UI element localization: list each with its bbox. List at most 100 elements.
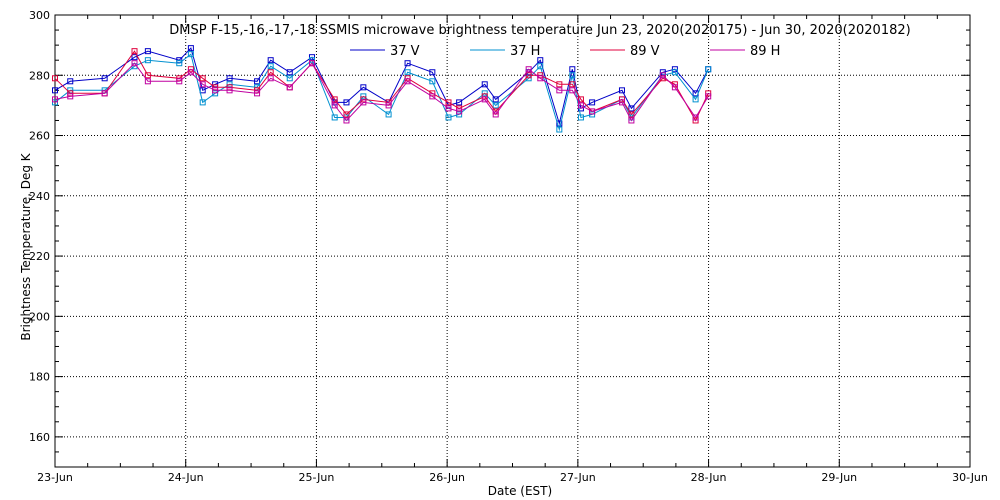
data-point — [537, 57, 544, 64]
data-point — [492, 96, 499, 103]
x-tick-label: 25-Jun — [299, 471, 335, 484]
data-point — [176, 78, 183, 85]
data-point — [267, 63, 274, 70]
data-point — [187, 45, 194, 52]
y-tick-label: 260 — [29, 130, 50, 143]
data-point — [187, 51, 194, 58]
data-point — [52, 96, 58, 103]
data-point — [404, 78, 411, 85]
data-point — [331, 96, 338, 103]
data-point — [131, 48, 138, 55]
data-point — [456, 108, 463, 115]
data-point — [404, 69, 411, 76]
data-point — [187, 69, 194, 76]
x-tick-label: 29-Jun — [821, 471, 857, 484]
data-point — [67, 78, 74, 85]
data-point — [212, 90, 219, 97]
data-point — [659, 72, 666, 79]
data-point — [705, 66, 712, 73]
data-point — [577, 96, 584, 103]
x-axis-title: Date (EST) — [488, 484, 552, 498]
data-point — [52, 75, 58, 82]
data-point — [67, 93, 74, 100]
data-point — [628, 105, 635, 112]
y-axis-title: Brightness Temperature, Deg K — [19, 152, 33, 340]
data-point — [569, 66, 576, 73]
data-point — [331, 114, 338, 121]
y-tick-label: 200 — [29, 310, 50, 323]
data-point — [429, 78, 436, 85]
data-point — [537, 75, 544, 82]
data-point — [556, 126, 563, 133]
data-point — [52, 87, 58, 94]
data-point — [618, 99, 625, 106]
data-point — [286, 75, 293, 82]
data-point — [525, 72, 532, 79]
data-point — [705, 90, 712, 97]
data-point — [577, 114, 584, 121]
data-point — [199, 75, 206, 82]
data-point — [618, 87, 625, 94]
data-point — [101, 75, 108, 82]
data-point — [343, 111, 350, 118]
series-layer — [52, 45, 712, 133]
x-tick-label: 27-Jun — [560, 471, 596, 484]
data-point — [67, 90, 74, 97]
series-89-h — [52, 60, 712, 124]
data-point — [385, 102, 392, 109]
data-point — [492, 111, 499, 118]
x-tick-label: 24-Jun — [168, 471, 204, 484]
data-point — [671, 66, 678, 73]
data-point — [628, 111, 635, 118]
y-tick-label: 240 — [29, 190, 50, 203]
data-point — [199, 81, 206, 88]
data-point — [445, 99, 452, 106]
data-point — [212, 87, 219, 94]
data-point — [589, 108, 596, 115]
data-point — [628, 117, 635, 124]
plot-frame — [54, 14, 971, 468]
data-point — [176, 60, 183, 67]
series-line — [54, 50, 709, 122]
data-point — [360, 84, 367, 91]
data-point — [286, 69, 293, 76]
legend-label: 89 H — [750, 44, 780, 59]
data-point — [556, 87, 563, 94]
data-point — [254, 90, 261, 97]
data-point — [671, 69, 678, 76]
data-point — [144, 72, 151, 79]
series-37-v — [52, 45, 712, 127]
series-37-h — [52, 51, 712, 133]
data-point — [671, 84, 678, 91]
data-point — [226, 87, 233, 94]
data-point — [385, 111, 392, 118]
data-point — [131, 60, 138, 67]
legend-label: 37 V — [390, 44, 420, 59]
x-tick-label: 28-Jun — [691, 471, 727, 484]
data-point — [569, 81, 576, 88]
y-tick-label: 220 — [29, 250, 50, 263]
data-point — [226, 75, 233, 82]
data-point — [525, 66, 532, 73]
data-point — [692, 96, 699, 103]
axis-ticks: 23-Jun 24-Jun 25-Jun 26-Jun 27-Jun 28-Jun 29-J… — [29, 9, 988, 484]
data-point — [199, 99, 206, 106]
x-tick-label: 26-Jun — [429, 471, 465, 484]
data-point — [343, 117, 350, 124]
data-point — [589, 99, 596, 106]
data-point — [429, 69, 436, 76]
data-point — [705, 93, 712, 100]
data-point — [445, 114, 452, 121]
data-point — [569, 72, 576, 79]
data-point — [101, 90, 108, 97]
data-point — [331, 102, 338, 109]
data-point — [429, 93, 436, 100]
data-point — [144, 57, 151, 64]
y-tick-label: 300 — [29, 9, 50, 22]
data-point — [556, 81, 563, 88]
data-point — [404, 60, 411, 67]
x-tick-label: 30-Jun — [952, 471, 988, 484]
data-point — [267, 69, 274, 76]
data-point — [569, 87, 576, 94]
data-point — [267, 57, 274, 64]
